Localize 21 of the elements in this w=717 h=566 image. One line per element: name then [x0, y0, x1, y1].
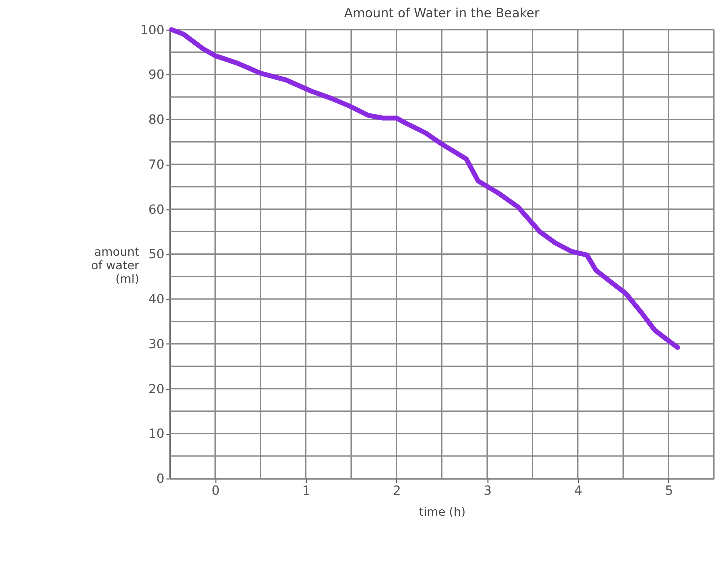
x-tick-label: 1 — [302, 482, 311, 498]
x-tick-label: 2 — [393, 482, 402, 498]
y-axis-title: amount of water (ml) — [91, 244, 140, 286]
x-tick-label: 4 — [574, 482, 583, 498]
y-tick-label: 0 — [156, 471, 165, 486]
chart-title: Amount of Water in the Beaker — [344, 5, 541, 20]
y-tick-label: 100 — [140, 22, 165, 38]
x-tick-label: 5 — [665, 482, 674, 498]
x-tick-label: 0 — [212, 482, 220, 498]
y-tick-label: 50 — [148, 246, 165, 262]
y-tick-label: 70 — [148, 156, 165, 172]
y-tick-label: 90 — [148, 67, 165, 82]
line-series — [169, 27, 680, 350]
y-tick-label: 60 — [148, 202, 165, 217]
y-tick-label: 20 — [148, 381, 165, 396]
y-tick-label: 80 — [148, 112, 165, 128]
y-tick-label: 10 — [148, 426, 165, 442]
y-tick-label: 30 — [148, 336, 165, 352]
x-tick-label: 3 — [484, 482, 492, 498]
x-axis-title: time (h) — [419, 505, 466, 520]
y-tick-label: 40 — [148, 292, 165, 307]
